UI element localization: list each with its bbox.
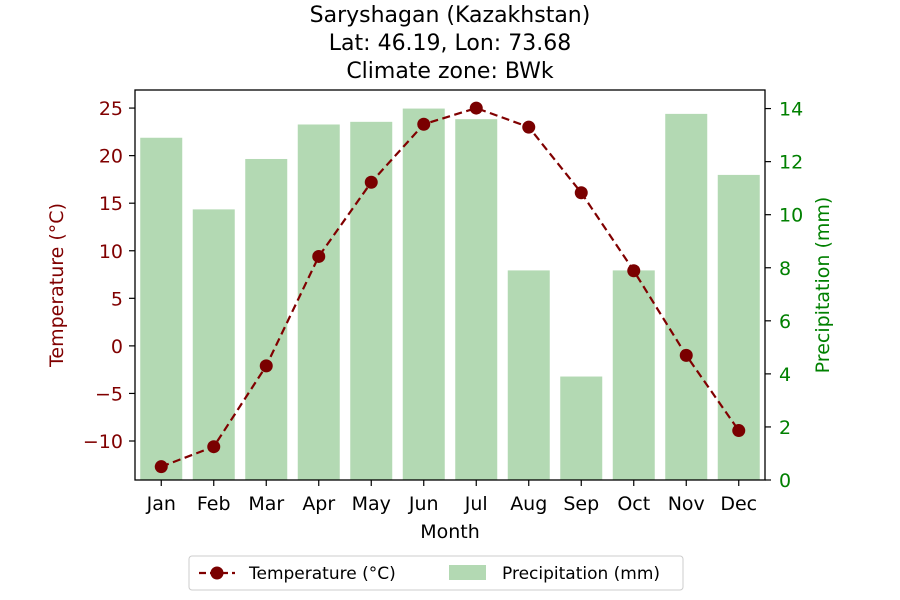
plot-frame (134, 89, 766, 481)
temperature-point-feb (207, 440, 221, 454)
y-right-tick-label-5: 10 (779, 205, 803, 227)
precipitation-bar-nov (665, 113, 708, 480)
precipitation-bar-aug (507, 270, 550, 480)
x-tick-label-oct: Oct (617, 493, 650, 515)
x-axis: Jan Feb Mar Apr May Jun Jul Aug Sep Oct Nov Dec (146, 480, 757, 515)
y-right-tick-label-6: 12 (779, 152, 803, 174)
chart-title-line-3: Climate zone: BWk (346, 59, 554, 84)
y-right-tick-label-1: 2 (779, 417, 791, 439)
temperature-point-aug (522, 120, 536, 134)
precipitation-bar-mar (245, 158, 288, 480)
x-tick-label-jan: Jan (146, 493, 176, 515)
temperature-point-mar (259, 359, 273, 373)
y-left-tick-label-0: −10 (83, 431, 123, 453)
y-axis-left: −10 −5 0 5 10 15 20 25 (83, 98, 135, 453)
temperature-point-nov (679, 348, 693, 362)
x-tick-label-nov: Nov (668, 493, 705, 515)
y-right-tick-label-3: 6 (779, 311, 791, 333)
precipitation-bar-feb (192, 209, 235, 480)
x-tick-label-sep: Sep (563, 493, 599, 515)
y-left-tick-label-7: 25 (99, 98, 123, 120)
legend: Temperature (°C) Precipitation (mm) (188, 555, 684, 591)
y-left-tick-label-6: 20 (99, 146, 123, 168)
precipitation-bars (140, 108, 760, 481)
temperature-point-jan (154, 460, 168, 474)
x-tick-label-jul: Jul (464, 493, 488, 515)
legend-temperature-marker-icon (210, 566, 224, 580)
temperature-point-oct (627, 264, 641, 278)
x-tick-label-mar: Mar (248, 493, 284, 515)
precipitation-bar-apr (297, 124, 340, 480)
precipitation-bar-jun (402, 108, 445, 481)
precipitation-bar-sep (560, 376, 603, 480)
chart-title-line-2: Lat: 46.19, Lon: 73.68 (329, 31, 571, 56)
y-left-tick-label-3: 5 (111, 288, 123, 310)
x-tick-label-jun: Jun (408, 493, 439, 515)
legend-precipitation-label: Precipitation (mm) (502, 564, 660, 584)
x-tick-label-feb: Feb (197, 493, 231, 515)
x-tick-label-dec: Dec (720, 493, 757, 515)
temperature-point-apr (312, 249, 326, 263)
y-axis-right-label: Precipitation (mm) (812, 197, 834, 374)
temperature-point-may (364, 175, 378, 189)
y-left-tick-label-4: 10 (99, 241, 123, 263)
chart-title-line-1: Saryshagan (Kazakhstan) (310, 3, 591, 28)
y-right-tick-label-4: 8 (779, 258, 791, 280)
chart-title: Saryshagan (Kazakhstan) Lat: 46.19, Lon:… (310, 3, 591, 84)
temperature-point-jul (469, 101, 483, 115)
temperature-point-jun (417, 117, 431, 131)
y-left-tick-label-2: 0 (111, 336, 123, 358)
y-right-tick-label-7: 14 (779, 99, 803, 121)
precipitation-bar-oct (612, 270, 655, 480)
y-right-tick-label-2: 4 (779, 364, 791, 386)
precipitation-bar-jan (140, 137, 183, 480)
precipitation-bar-may (350, 121, 393, 480)
x-axis-label: Month (420, 521, 480, 543)
y-axis-right: 0 2 4 6 8 10 12 14 (765, 99, 803, 492)
y-left-tick-label-5: 15 (99, 193, 123, 215)
legend-precipitation-swatch-icon (449, 565, 486, 580)
legend-box (188, 555, 684, 591)
x-tick-label-aug: Aug (510, 493, 547, 515)
y-left-tick-label-1: −5 (95, 383, 123, 405)
x-tick-label-apr: Apr (302, 493, 335, 515)
x-tick-label-may: May (352, 493, 391, 515)
precipitation-bar-jul (455, 119, 498, 481)
legend-temperature-label: Temperature (°C) (248, 564, 396, 584)
y-axis-left-label: Temperature (°C) (46, 203, 68, 368)
temperature-point-sep (574, 186, 588, 200)
y-right-tick-label-0: 0 (779, 470, 791, 492)
temperature-line (154, 101, 746, 474)
temperature-point-dec (732, 424, 746, 438)
